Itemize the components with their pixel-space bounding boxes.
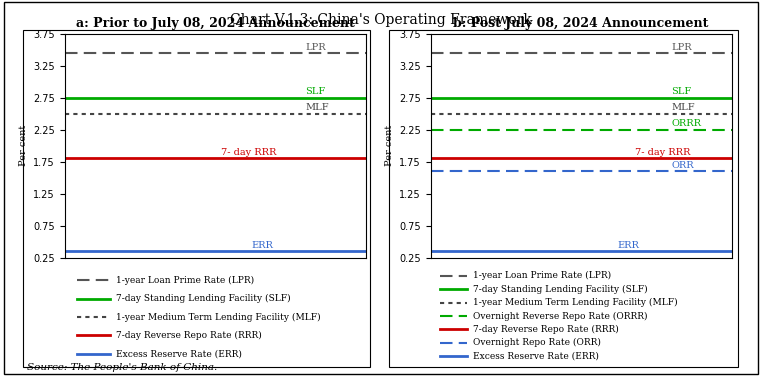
Title: a: Prior to July 08, 2024 Announcement: a: Prior to July 08, 2024 Announcement <box>76 17 354 30</box>
Text: 7- day RRR: 7- day RRR <box>221 148 277 157</box>
Text: 7-day Reverse Repo Rate (RRR): 7-day Reverse Repo Rate (RRR) <box>472 325 619 334</box>
Text: ORRR: ORRR <box>671 120 701 129</box>
Text: Source: The People's Bank of China.: Source: The People's Bank of China. <box>27 363 217 372</box>
Text: 1-year Loan Prime Rate (LPR): 1-year Loan Prime Rate (LPR) <box>472 271 611 280</box>
Title: b: Post July 08, 2024 Announcement: b: Post July 08, 2024 Announcement <box>453 17 709 30</box>
Text: 1-year Medium Term Lending Facility (MLF): 1-year Medium Term Lending Facility (MLF… <box>116 312 321 321</box>
Text: 1-year Medium Term Lending Facility (MLF): 1-year Medium Term Lending Facility (MLF… <box>472 298 677 307</box>
Text: Chart V.1.3: China's Operating Framework: Chart V.1.3: China's Operating Framework <box>230 13 532 27</box>
Text: 7-day Reverse Repo Rate (RRR): 7-day Reverse Repo Rate (RRR) <box>116 331 261 340</box>
Text: 7-day Standing Lending Facility (SLF): 7-day Standing Lending Facility (SLF) <box>116 294 290 303</box>
Text: LPR: LPR <box>306 43 326 52</box>
Text: MLF: MLF <box>306 103 329 112</box>
Text: 7-day Standing Lending Facility (SLF): 7-day Standing Lending Facility (SLF) <box>472 285 647 294</box>
Text: 7- day RRR: 7- day RRR <box>636 148 690 157</box>
Text: Excess Reserve Rate (ERR): Excess Reserve Rate (ERR) <box>116 349 242 358</box>
Y-axis label: Per cent: Per cent <box>385 125 393 166</box>
Text: ERR: ERR <box>617 241 639 250</box>
Text: ORR: ORR <box>671 161 694 170</box>
Y-axis label: Per cent: Per cent <box>19 125 27 166</box>
Text: ERR: ERR <box>251 241 274 250</box>
Text: Excess Reserve Rate (ERR): Excess Reserve Rate (ERR) <box>472 352 598 361</box>
Text: 1-year Loan Prime Rate (LPR): 1-year Loan Prime Rate (LPR) <box>116 276 254 285</box>
Text: SLF: SLF <box>671 88 692 97</box>
Text: MLF: MLF <box>671 103 695 112</box>
Text: Overnight Reverse Repo Rate (ORRR): Overnight Reverse Repo Rate (ORRR) <box>472 311 647 321</box>
Text: SLF: SLF <box>306 88 326 97</box>
Text: Overnight Repo Rate (ORR): Overnight Repo Rate (ORR) <box>472 338 600 347</box>
Text: LPR: LPR <box>671 43 692 52</box>
